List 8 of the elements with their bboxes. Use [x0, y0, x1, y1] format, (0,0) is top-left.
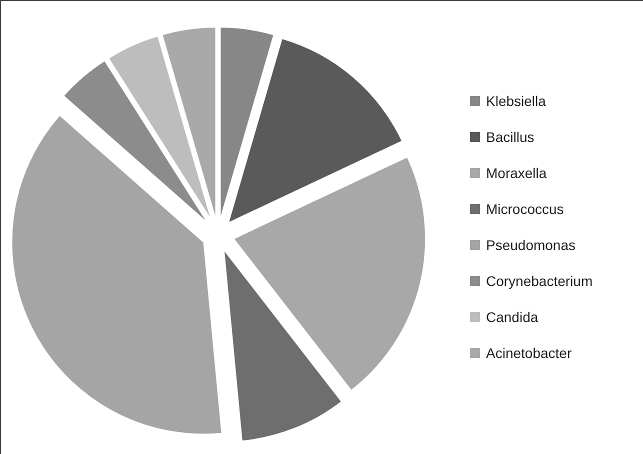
legend-label: Corynebacterium: [486, 273, 593, 289]
legend-label: Candida: [486, 309, 538, 325]
legend-label: Acinetobacter: [486, 345, 572, 361]
legend-label: Pseudomonas: [486, 237, 576, 253]
legend-label: Klebsiella: [486, 93, 546, 109]
legend-label: Micrococcus: [486, 201, 564, 217]
legend-label: Moraxella: [486, 165, 547, 181]
legend-label: Bacillus: [486, 129, 534, 145]
